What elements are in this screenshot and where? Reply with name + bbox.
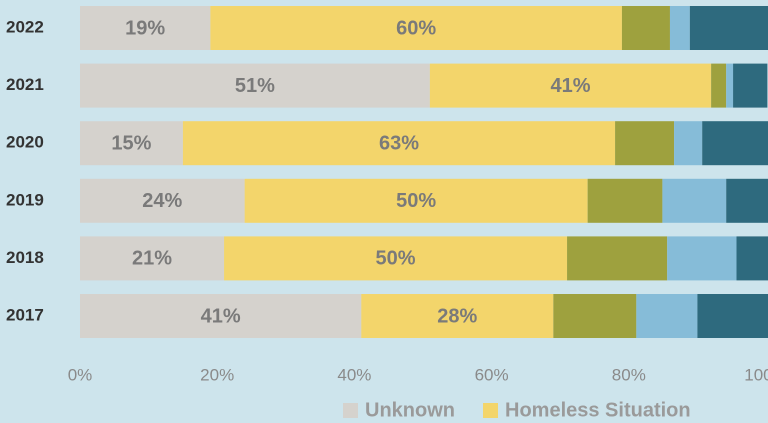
bar-segment bbox=[587, 178, 663, 223]
bar-segment bbox=[80, 63, 430, 108]
bar-segment bbox=[711, 63, 727, 108]
bar-segment bbox=[429, 63, 712, 108]
bar-segment bbox=[689, 6, 768, 50]
bar-segment bbox=[210, 6, 622, 50]
bar-segment bbox=[662, 178, 727, 223]
x-tick-label: 0% bbox=[68, 365, 93, 384]
bar-segment bbox=[244, 178, 588, 223]
bar-segment bbox=[697, 294, 768, 338]
bar-segment bbox=[80, 236, 225, 281]
legend-label: Homeless Situation bbox=[505, 399, 691, 421]
legend-swatch bbox=[483, 403, 498, 418]
x-tick-label: 60% bbox=[475, 365, 509, 384]
x-tick-label: 100% bbox=[744, 365, 768, 384]
bar-segment bbox=[553, 294, 637, 338]
x-tick-label: 80% bbox=[612, 365, 646, 384]
bar-segment bbox=[667, 236, 737, 281]
bar-segment bbox=[702, 121, 768, 166]
data-label: 24% bbox=[142, 190, 182, 212]
bar-segment bbox=[615, 121, 675, 166]
bar-segment bbox=[674, 121, 703, 166]
bar-segment bbox=[726, 63, 734, 108]
data-label: 41% bbox=[550, 75, 590, 97]
y-tick-label: 2019 bbox=[6, 190, 44, 209]
bar-segment bbox=[636, 294, 698, 338]
bar-segment bbox=[567, 236, 668, 281]
bar-segment bbox=[361, 294, 554, 338]
data-label: 41% bbox=[201, 305, 241, 327]
y-tick-label: 2021 bbox=[6, 75, 44, 94]
bar-segment bbox=[736, 236, 768, 281]
data-label: 21% bbox=[132, 248, 172, 270]
data-label: 60% bbox=[396, 17, 436, 39]
bar-segment bbox=[80, 294, 362, 338]
y-tick-label: 2020 bbox=[6, 133, 44, 152]
bar-segment bbox=[80, 178, 245, 223]
bar-segment bbox=[80, 121, 183, 166]
bar-segment bbox=[80, 6, 211, 50]
legend-label: Unknown bbox=[365, 399, 455, 421]
data-label: 15% bbox=[111, 132, 151, 154]
legend-swatch bbox=[343, 403, 358, 418]
x-tick-label: 20% bbox=[200, 365, 234, 384]
bar-segment bbox=[224, 236, 568, 281]
bar-segment bbox=[621, 6, 670, 50]
data-label: 51% bbox=[235, 75, 275, 97]
bar-segment bbox=[733, 63, 768, 108]
data-label: 63% bbox=[379, 132, 419, 154]
bar-segment bbox=[669, 6, 690, 50]
x-tick-label: 40% bbox=[337, 365, 371, 384]
data-label: 50% bbox=[376, 248, 416, 270]
y-tick-label: 2017 bbox=[6, 305, 44, 324]
data-label: 19% bbox=[125, 17, 165, 39]
data-label: 28% bbox=[437, 305, 477, 327]
bar-segment bbox=[182, 121, 616, 166]
data-label: 50% bbox=[396, 190, 436, 212]
y-tick-label: 2018 bbox=[6, 248, 44, 267]
bar-segment bbox=[726, 178, 768, 223]
y-tick-label: 2022 bbox=[6, 17, 44, 36]
